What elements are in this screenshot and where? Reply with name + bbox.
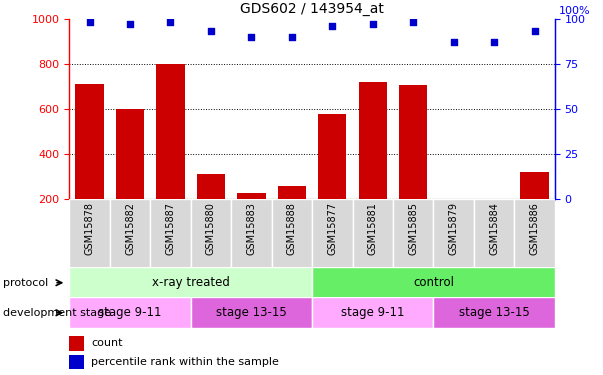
Bar <box>520 172 549 244</box>
Point <box>368 21 377 27</box>
Text: GSM15884: GSM15884 <box>489 202 499 255</box>
Text: GSM15887: GSM15887 <box>165 202 175 255</box>
Text: GSM15878: GSM15878 <box>84 202 95 255</box>
FancyBboxPatch shape <box>312 199 353 268</box>
Point <box>408 20 418 26</box>
Bar <box>116 109 144 244</box>
Point <box>327 23 337 29</box>
Bar <box>399 85 428 244</box>
Bar <box>197 174 225 244</box>
Point <box>247 34 256 40</box>
Bar <box>277 186 306 244</box>
FancyBboxPatch shape <box>69 267 312 298</box>
FancyBboxPatch shape <box>150 199 191 268</box>
Text: GSM15882: GSM15882 <box>125 202 135 255</box>
Point <box>85 20 95 26</box>
Point <box>489 39 499 45</box>
FancyBboxPatch shape <box>69 199 110 268</box>
FancyBboxPatch shape <box>191 297 312 328</box>
Point <box>529 28 539 34</box>
Text: percentile rank within the sample: percentile rank within the sample <box>91 357 279 367</box>
FancyBboxPatch shape <box>353 199 393 268</box>
FancyBboxPatch shape <box>312 297 434 328</box>
Text: protocol: protocol <box>3 278 48 288</box>
Text: stage 13-15: stage 13-15 <box>459 306 529 319</box>
FancyBboxPatch shape <box>434 199 474 268</box>
Bar <box>480 199 508 244</box>
Text: stage 13-15: stage 13-15 <box>216 306 287 319</box>
Text: GSM15881: GSM15881 <box>368 202 377 255</box>
Text: x-ray treated: x-ray treated <box>152 276 230 289</box>
Text: GSM15886: GSM15886 <box>529 202 540 255</box>
Text: control: control <box>413 276 454 289</box>
Point <box>206 28 216 34</box>
FancyBboxPatch shape <box>231 199 271 268</box>
FancyBboxPatch shape <box>474 199 514 268</box>
FancyBboxPatch shape <box>110 199 150 268</box>
FancyBboxPatch shape <box>312 267 555 298</box>
Bar <box>75 84 104 244</box>
FancyBboxPatch shape <box>514 199 555 268</box>
FancyBboxPatch shape <box>271 199 312 268</box>
Text: count: count <box>91 339 122 348</box>
FancyBboxPatch shape <box>434 297 555 328</box>
FancyBboxPatch shape <box>191 199 231 268</box>
Text: 100%: 100% <box>559 6 590 16</box>
Text: GSM15877: GSM15877 <box>327 202 337 255</box>
Text: GSM15888: GSM15888 <box>287 202 297 255</box>
FancyBboxPatch shape <box>393 199 434 268</box>
Text: GSM15883: GSM15883 <box>247 202 256 255</box>
Bar <box>156 64 185 244</box>
Text: GSM15880: GSM15880 <box>206 202 216 255</box>
FancyBboxPatch shape <box>69 297 191 328</box>
Bar <box>237 193 265 244</box>
Text: stage 9-11: stage 9-11 <box>98 306 162 319</box>
Bar <box>359 82 387 244</box>
Text: development stage: development stage <box>3 308 111 318</box>
Title: GDS602 / 143954_at: GDS602 / 143954_at <box>240 2 384 16</box>
Bar <box>318 114 347 244</box>
Point <box>287 34 297 40</box>
Bar <box>69 355 84 369</box>
Text: GSM15885: GSM15885 <box>408 202 418 255</box>
Text: GSM15879: GSM15879 <box>449 202 459 255</box>
Bar <box>440 240 468 244</box>
Point <box>125 21 135 27</box>
Point <box>166 20 175 26</box>
Text: stage 9-11: stage 9-11 <box>341 306 405 319</box>
Point <box>449 39 458 45</box>
Bar <box>69 336 84 351</box>
